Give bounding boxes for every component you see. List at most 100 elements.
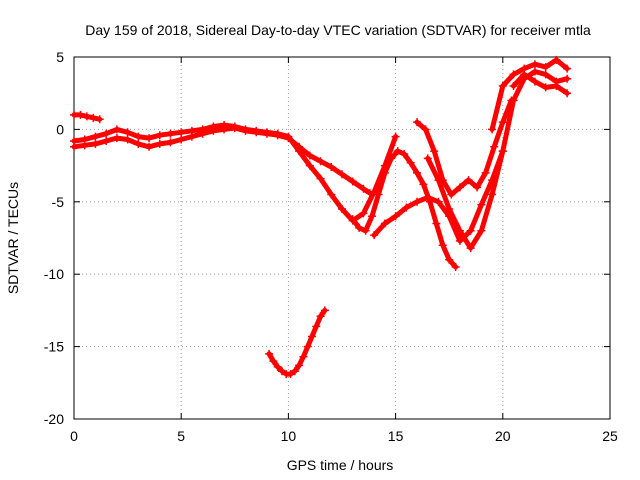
data-point	[464, 176, 473, 185]
data-point	[477, 226, 486, 235]
data-point	[563, 74, 572, 83]
data-point	[391, 212, 400, 221]
data-point	[348, 215, 357, 224]
data-point	[112, 134, 121, 143]
data-point	[498, 81, 507, 90]
data-point	[155, 139, 164, 148]
data-point	[166, 138, 175, 147]
data-series	[70, 55, 572, 379]
data-point	[490, 142, 499, 151]
data-point	[295, 147, 304, 156]
series-arc-10	[265, 306, 329, 379]
x-axis-ticks: 0 5 10 15 20 25	[70, 57, 618, 444]
data-point	[198, 125, 207, 134]
series-arc-3	[70, 121, 400, 225]
series-arc-1	[70, 110, 104, 124]
data-point	[359, 184, 368, 193]
series-trace	[414, 97, 514, 198]
data-point	[273, 362, 282, 371]
data-point	[498, 147, 507, 156]
data-point	[338, 170, 346, 179]
data-point	[438, 241, 447, 250]
data-point	[563, 64, 572, 73]
data-point	[498, 118, 507, 127]
x-tick-label: 10	[281, 428, 297, 444]
data-point	[155, 131, 164, 140]
data-point	[286, 370, 295, 379]
data-point	[262, 128, 271, 137]
data-point	[481, 168, 490, 177]
y-tick-label: -15	[44, 339, 64, 355]
y-tick-label: -10	[44, 266, 64, 282]
data-point	[445, 205, 454, 214]
data-point	[368, 212, 377, 221]
data-point	[430, 147, 439, 156]
data-point	[530, 77, 539, 86]
data-point	[552, 55, 561, 64]
data-point	[434, 176, 443, 185]
series-arc-9	[509, 70, 572, 98]
data-point	[102, 129, 111, 138]
series-arc-4	[348, 147, 460, 271]
data-point	[355, 223, 364, 232]
data-point	[230, 122, 239, 131]
data-point	[509, 70, 518, 79]
grid-lines	[74, 57, 610, 419]
data-point	[434, 197, 443, 206]
data-point	[80, 135, 89, 144]
data-point	[82, 112, 91, 121]
data-point	[316, 174, 325, 183]
data-point	[541, 63, 550, 72]
y-axis-label: SDTVAR / TECUs	[5, 182, 21, 294]
data-point	[348, 177, 357, 186]
data-point	[530, 60, 539, 69]
series-arc-7	[423, 67, 572, 253]
data-point	[391, 132, 400, 141]
data-point	[123, 128, 132, 137]
data-point	[509, 81, 518, 90]
data-point	[477, 200, 486, 209]
x-tick-label: 15	[388, 428, 404, 444]
data-point	[338, 205, 346, 214]
data-point	[134, 139, 143, 148]
data-point	[400, 150, 409, 159]
data-point	[273, 129, 282, 138]
data-point	[269, 357, 278, 366]
series-trace	[511, 71, 570, 96]
data-point	[541, 83, 550, 92]
data-point	[466, 226, 475, 235]
data-point	[305, 161, 314, 170]
series-arc-5	[370, 147, 507, 245]
data-point	[277, 367, 286, 376]
data-point	[327, 163, 336, 172]
data-point	[265, 349, 274, 358]
data-point	[451, 262, 460, 271]
data-point	[307, 332, 316, 341]
data-point	[327, 190, 336, 199]
data-point	[421, 125, 430, 134]
y-tick-label: -20	[44, 411, 64, 427]
data-point	[455, 226, 464, 235]
data-point	[241, 125, 250, 134]
data-point	[361, 226, 370, 235]
data-point	[387, 154, 396, 163]
data-point	[359, 209, 368, 218]
data-point	[220, 121, 229, 130]
x-tick-label: 5	[177, 428, 185, 444]
data-point	[305, 151, 314, 160]
data-point	[290, 367, 299, 376]
data-point	[76, 110, 85, 119]
data-point	[374, 190, 383, 199]
data-point	[447, 190, 456, 199]
y-tick-label: 5	[56, 49, 64, 65]
data-point	[91, 139, 100, 148]
data-point	[299, 352, 308, 361]
data-point	[166, 129, 175, 138]
series-arc-6	[413, 96, 516, 199]
x-axis-label: GPS time / hours	[287, 457, 394, 473]
data-point	[406, 158, 415, 167]
data-point	[112, 125, 121, 134]
data-point	[509, 96, 518, 105]
data-point	[187, 126, 196, 135]
